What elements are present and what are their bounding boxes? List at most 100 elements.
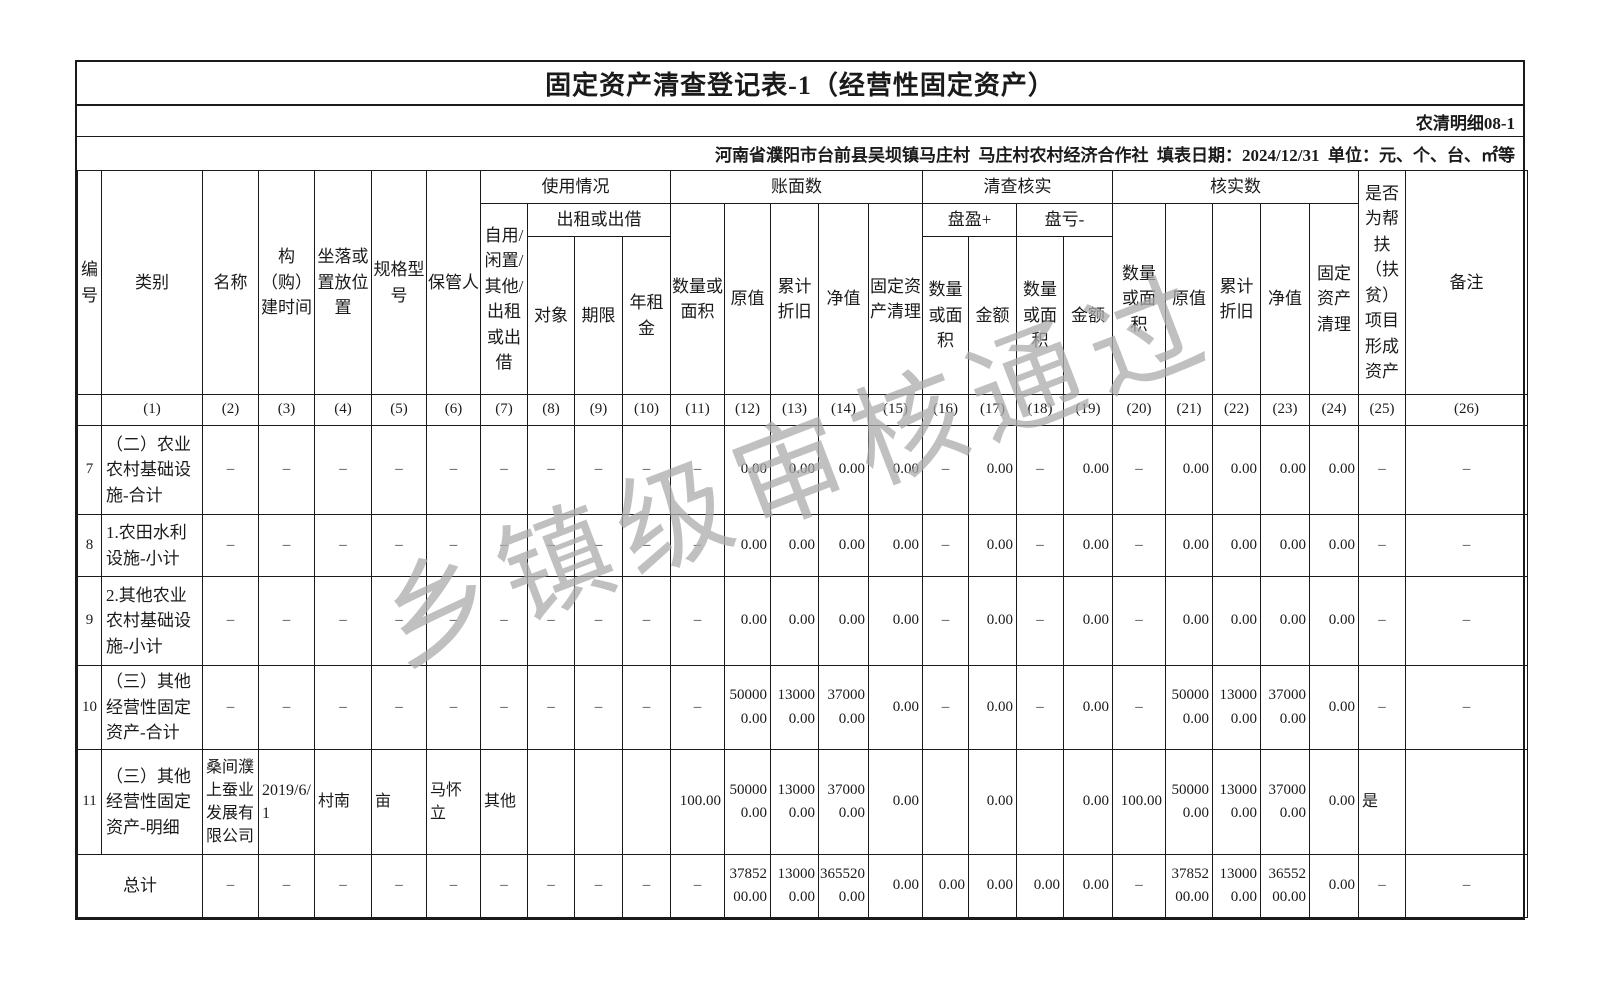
- cell: 0.00: [968, 854, 1018, 918]
- cell: [922, 749, 970, 855]
- cell: 0.00: [1260, 425, 1311, 515]
- corner-cell: [77, 394, 102, 426]
- cell: –: [480, 514, 528, 577]
- cell: 村南: [314, 749, 372, 855]
- table-row-10: 10 （三）其他经营性固定资产-合计 – – – – – – – – – – 5…: [77, 665, 1529, 750]
- col-number: (6): [426, 394, 481, 426]
- cell: 370000.00: [1260, 665, 1311, 750]
- group-header-verification: 清查核实: [922, 170, 1114, 204]
- row-number: 8: [77, 514, 102, 577]
- cell: 亩: [371, 749, 427, 855]
- cell: 0.00: [1309, 576, 1360, 666]
- header-row-mid: 自用/闲置/其他/出租或出借 出租或出借 数量或面积 原值 累计折旧 净值 固定…: [78, 203, 1528, 395]
- cell: 0.00: [1309, 749, 1360, 855]
- cell: 0.00: [1309, 665, 1360, 750]
- row-number: 7: [77, 425, 102, 515]
- col-header-deficit-quantity: 数量或面积: [1016, 236, 1065, 395]
- col-header-book-disposal: 固定资产清理: [867, 203, 924, 395]
- cell: –: [670, 665, 725, 750]
- group-header-surplus: 盘盈+: [922, 203, 1018, 237]
- col-number: (13): [770, 394, 819, 426]
- cell: 0.00: [968, 514, 1018, 577]
- col-header-book-original-value: 原值: [724, 203, 771, 395]
- asset-inventory-form: 固定资产清查登记表-1（经营性固定资产） 农清明细08-1 河南省濮阳市台前县吴…: [75, 60, 1529, 920]
- cell: 其他: [480, 749, 528, 855]
- cell: –: [258, 514, 315, 577]
- cell: 0.00: [724, 514, 771, 577]
- cell: 2019/6/1: [258, 749, 315, 855]
- cell: –: [426, 854, 481, 918]
- cell: 0.00: [1212, 514, 1262, 577]
- cell: 0.00: [867, 576, 924, 666]
- cell: 0.00: [818, 425, 869, 515]
- cell: –: [622, 576, 671, 666]
- cell: 桑间濮上蚕业发展有限公司: [202, 749, 259, 855]
- cell: –: [574, 665, 623, 750]
- col-number: (9): [574, 394, 623, 426]
- category-cell: 1.农田水利设施-小计: [101, 514, 203, 577]
- cell: 100.00: [670, 749, 725, 855]
- cell: –: [1405, 665, 1529, 750]
- col-header-custodian: 保管人: [426, 170, 481, 395]
- cell: –: [202, 514, 259, 577]
- cell: –: [371, 514, 427, 577]
- cell: 130000.00: [770, 665, 819, 750]
- cell: –: [371, 665, 427, 750]
- col-header-poverty-aid: 是否为帮扶（扶贫）项目形成资产: [1358, 170, 1407, 395]
- col-number: (3): [258, 394, 315, 426]
- col-number: (12): [724, 394, 771, 426]
- cell: 370000.00: [1260, 749, 1311, 855]
- cell: –: [670, 576, 725, 666]
- col-header-rent-term: 期限: [574, 236, 623, 395]
- cell: 0.00: [1063, 576, 1114, 666]
- cell: 0.00: [1309, 425, 1360, 515]
- cell: 0.00: [770, 576, 819, 666]
- col-number: (15): [867, 394, 924, 426]
- col-number: (22): [1212, 394, 1262, 426]
- table-row-7: 7 （二）农业农村基础设施-合计 – – – – – – – – – – 0.0…: [77, 425, 1529, 515]
- col-header-book-net-value: 净值: [818, 203, 869, 395]
- col-header-spec: 规格型号: [371, 170, 427, 395]
- col-header-location: 坐落或置放位置: [314, 170, 372, 395]
- cell: –: [527, 576, 575, 666]
- cell: 0.00: [1165, 576, 1214, 666]
- cell: –: [202, 576, 259, 666]
- col-header-name: 名称: [202, 170, 259, 395]
- col-header-verified-net-value: 净值: [1260, 203, 1311, 395]
- cell: –: [426, 665, 481, 750]
- cell: 3655200.00: [818, 854, 869, 918]
- cell: –: [258, 854, 315, 918]
- cell: 500000.00: [1165, 665, 1214, 750]
- table-row-8: 8 1.农田水利设施-小计 – – – – – – – – – – 0.00 0…: [77, 514, 1529, 577]
- col-header-verified-disposal: 固定资产清理: [1309, 203, 1360, 395]
- cell: 0.00: [968, 425, 1018, 515]
- col-header-self-use: 自用/闲置/其他/出租或出借: [480, 203, 528, 395]
- cell: –: [314, 425, 372, 515]
- cell: [1405, 749, 1529, 855]
- header-row-leaf: 对象 期限 年租金 数量或面积 金额 数量或面积 金额: [78, 236, 1528, 395]
- cell: –: [922, 425, 970, 515]
- column-numbers-row: (1) (2) (3) (4) (5) (6) (7) (8) (9) (10)…: [77, 394, 1529, 426]
- group-header-deficit: 盘亏-: [1016, 203, 1114, 237]
- cell: –: [922, 665, 970, 750]
- form-title: 固定资产清查登记表-1（经营性固定资产）: [77, 62, 1523, 106]
- col-number: (17): [968, 394, 1018, 426]
- col-number: (26): [1405, 394, 1529, 426]
- cell: 马怀立: [426, 749, 481, 855]
- cell: –: [1358, 576, 1407, 666]
- cell: –: [1358, 514, 1407, 577]
- cell: –: [622, 854, 671, 918]
- col-header-book-depreciation: 累计折旧: [770, 203, 819, 395]
- category-cell: 2.其他农业农村基础设施-小计: [101, 576, 203, 666]
- cell: [1016, 749, 1065, 855]
- row-number: 10: [77, 665, 102, 750]
- col-number: (7): [480, 394, 528, 426]
- col-number: (8): [527, 394, 575, 426]
- cell: [527, 749, 575, 855]
- cell: –: [1112, 854, 1167, 918]
- total-row: 总计 – – – – – – – – – – 3785200.00 130000…: [77, 854, 1529, 918]
- cell: 0.00: [724, 576, 771, 666]
- cell: –: [1405, 854, 1529, 918]
- col-number: (24): [1309, 394, 1360, 426]
- category-cell: （三）其他经营性固定资产-明细: [101, 749, 203, 855]
